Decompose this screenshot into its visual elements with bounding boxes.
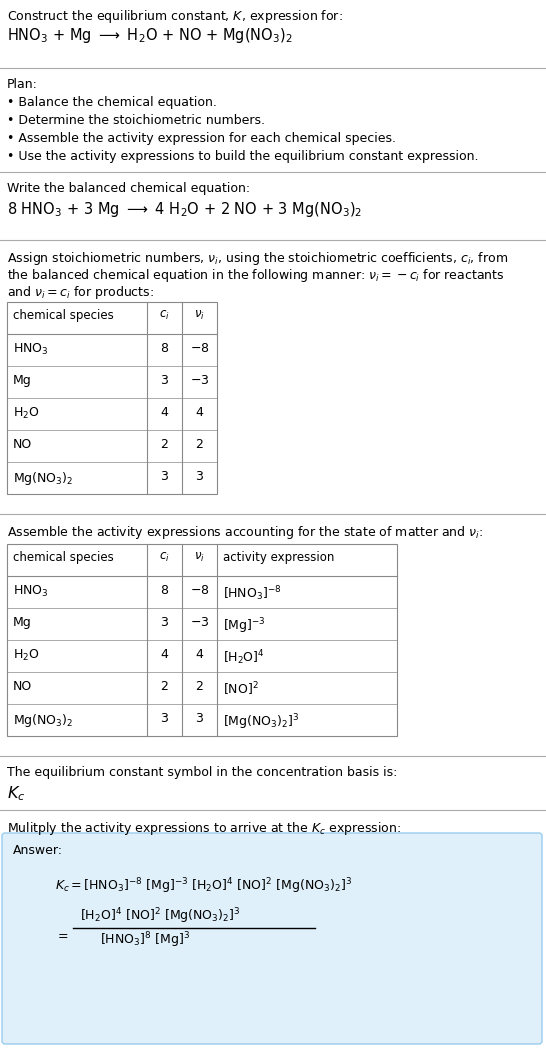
Text: 2: 2 [195, 438, 204, 451]
Text: chemical species: chemical species [13, 551, 114, 564]
Text: 3: 3 [195, 470, 204, 483]
Text: 8: 8 [161, 584, 169, 597]
Text: Assign stoichiometric numbers, $\nu_i$, using the stoichiometric coefficients, $: Assign stoichiometric numbers, $\nu_i$, … [7, 250, 508, 267]
Text: $c_i$: $c_i$ [159, 309, 170, 322]
Text: [Mg]$^{-3}$: [Mg]$^{-3}$ [223, 616, 266, 636]
Text: 8 HNO$_3$ + 3 Mg $\longrightarrow$ 4 H$_2$O + 2 NO + 3 Mg(NO$_3$)$_2$: 8 HNO$_3$ + 3 Mg $\longrightarrow$ 4 H$_… [7, 200, 363, 219]
Bar [7, 544, 397, 736]
Text: 4: 4 [195, 406, 204, 419]
Text: 3: 3 [161, 374, 168, 387]
Text: 2: 2 [195, 680, 204, 693]
Text: [HNO$_3$]$^{-8}$: [HNO$_3$]$^{-8}$ [223, 584, 281, 602]
Text: 2: 2 [161, 438, 168, 451]
Text: $\nu_i$: $\nu_i$ [194, 309, 205, 322]
Text: the balanced chemical equation in the following manner: $\nu_i = -c_i$ for react: the balanced chemical equation in the fo… [7, 267, 505, 284]
Text: and $\nu_i = c_i$ for products:: and $\nu_i = c_i$ for products: [7, 284, 154, 301]
Text: $=$: $=$ [55, 928, 69, 941]
Text: The equilibrium constant symbol in the concentration basis is:: The equilibrium constant symbol in the c… [7, 766, 397, 779]
FancyBboxPatch shape [2, 833, 542, 1044]
Text: [NO]$^{2}$: [NO]$^{2}$ [223, 680, 259, 698]
Text: HNO$_3$: HNO$_3$ [13, 584, 49, 599]
Text: 4: 4 [161, 406, 168, 419]
Text: $-8$: $-8$ [189, 342, 209, 355]
Text: 3: 3 [161, 470, 168, 483]
Bar [7, 302, 217, 494]
Text: Answer:: Answer: [13, 844, 63, 857]
Text: H$_2$O: H$_2$O [13, 648, 39, 663]
Text: 3: 3 [161, 616, 168, 628]
Text: Mg: Mg [13, 374, 32, 387]
Text: $\nu_i$: $\nu_i$ [194, 551, 205, 564]
Text: Mg(NO$_3$)$_2$: Mg(NO$_3$)$_2$ [13, 470, 73, 487]
Text: Write the balanced chemical equation:: Write the balanced chemical equation: [7, 182, 250, 195]
Text: HNO$_3$: HNO$_3$ [13, 342, 49, 357]
Text: Construct the equilibrium constant, $K$, expression for:: Construct the equilibrium constant, $K$,… [7, 8, 343, 25]
Text: 3: 3 [161, 712, 168, 725]
Text: 3: 3 [195, 712, 204, 725]
Text: • Determine the stoichiometric numbers.: • Determine the stoichiometric numbers. [7, 114, 265, 127]
Text: [Mg(NO$_3$)$_2$]$^{3}$: [Mg(NO$_3$)$_2$]$^{3}$ [223, 712, 300, 731]
Text: • Balance the chemical equation.: • Balance the chemical equation. [7, 96, 217, 109]
Text: $[\mathrm{H_2O}]^{4}\ [\mathrm{NO}]^{2}\ [\mathrm{Mg(NO_3)_2}]^{3}$: $[\mathrm{H_2O}]^{4}\ [\mathrm{NO}]^{2}\… [80, 906, 241, 926]
Text: Assemble the activity expressions accounting for the state of matter and $\nu_i$: Assemble the activity expressions accoun… [7, 524, 483, 541]
Text: Mg(NO$_3$)$_2$: Mg(NO$_3$)$_2$ [13, 712, 73, 729]
Text: 4: 4 [195, 648, 204, 661]
Text: [H$_2$O]$^{4}$: [H$_2$O]$^{4}$ [223, 648, 265, 666]
Text: 2: 2 [161, 680, 168, 693]
Text: $-8$: $-8$ [189, 584, 209, 597]
Text: $-3$: $-3$ [190, 616, 209, 628]
Text: 4: 4 [161, 648, 168, 661]
Text: NO: NO [13, 438, 32, 451]
Text: $c_i$: $c_i$ [159, 551, 170, 564]
Text: 8: 8 [161, 342, 169, 355]
Text: Mulitply the activity expressions to arrive at the $K_c$ expression:: Mulitply the activity expressions to arr… [7, 820, 401, 837]
Text: • Assemble the activity expression for each chemical species.: • Assemble the activity expression for e… [7, 132, 396, 145]
Text: $[\mathrm{HNO_3}]^{8}\ [\mathrm{Mg}]^{3}$: $[\mathrm{HNO_3}]^{8}\ [\mathrm{Mg}]^{3}… [100, 930, 190, 950]
Text: Mg: Mg [13, 616, 32, 628]
Text: • Use the activity expressions to build the equilibrium constant expression.: • Use the activity expressions to build … [7, 150, 478, 163]
Text: activity expression: activity expression [223, 551, 334, 564]
Text: $K_c = [\mathrm{HNO_3}]^{-8}\ [\mathrm{Mg}]^{-3}\ [\mathrm{H_2O}]^{4}\ [\mathrm{: $K_c = [\mathrm{HNO_3}]^{-8}\ [\mathrm{M… [55, 875, 352, 895]
Text: Plan:: Plan: [7, 78, 38, 91]
Text: $K_c$: $K_c$ [7, 784, 26, 803]
Text: NO: NO [13, 680, 32, 693]
Text: HNO$_3$ + Mg $\longrightarrow$ H$_2$O + NO + Mg(NO$_3$)$_2$: HNO$_3$ + Mg $\longrightarrow$ H$_2$O + … [7, 26, 293, 45]
Text: chemical species: chemical species [13, 309, 114, 322]
Text: $-3$: $-3$ [190, 374, 209, 387]
Text: H$_2$O: H$_2$O [13, 406, 39, 421]
